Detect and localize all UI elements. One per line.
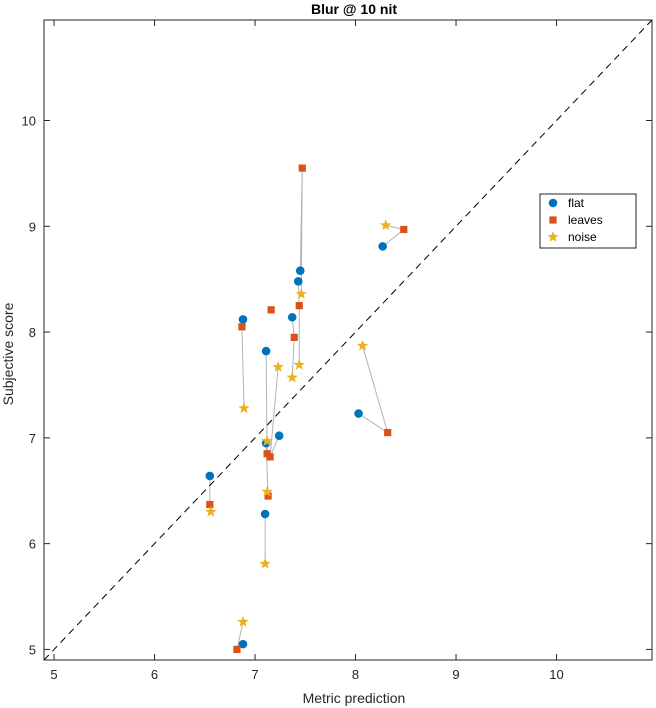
y-tick-label: 5 <box>29 642 36 657</box>
point-noise <box>356 339 369 351</box>
point-leaves <box>233 645 241 654</box>
legend-symbol-leaves <box>549 216 557 224</box>
point-flat <box>378 242 387 251</box>
point-noise <box>293 358 305 370</box>
point-flat <box>261 346 271 356</box>
y-tick-label: 6 <box>29 537 36 552</box>
point-flat <box>295 266 305 276</box>
data-points <box>205 164 408 654</box>
point-flat <box>274 431 284 441</box>
point-noise <box>379 219 392 231</box>
point-flat <box>293 276 303 286</box>
legend-symbol-noise <box>547 231 559 242</box>
point-noise <box>238 402 250 414</box>
point-flat <box>354 409 363 418</box>
point-leaves <box>267 306 275 314</box>
point-leaves <box>238 323 246 331</box>
point-leaves <box>400 225 408 234</box>
x-axis-label: Metric prediction <box>303 690 406 706</box>
legend-label-noise: noise <box>568 230 597 244</box>
x-tick-label: 9 <box>452 667 459 682</box>
point-noise <box>261 435 273 446</box>
point-noise <box>286 371 298 383</box>
point-noise <box>272 360 284 372</box>
connector-line <box>358 345 389 434</box>
point-leaves <box>290 333 298 341</box>
point-flat <box>238 639 248 649</box>
point-leaves <box>295 302 303 310</box>
chart-title: Blur @ 10 nit <box>311 1 397 17</box>
y-tick-label: 7 <box>29 431 36 446</box>
point-leaves <box>206 500 214 509</box>
legend-marker-flat <box>548 198 558 208</box>
axis-ticks: 5 6 7 8 9 10 5 6 7 8 9 10 <box>22 20 652 682</box>
point-flat <box>260 509 270 519</box>
point-flat <box>238 315 248 324</box>
legend-label-flat: flat <box>568 196 585 210</box>
point-noise <box>259 557 271 569</box>
identity-diagonal-line <box>43 19 653 661</box>
point-noise <box>237 615 249 627</box>
point-noise <box>205 505 217 517</box>
y-tick-label: 10 <box>22 113 36 128</box>
plot-area-frame <box>43 19 653 661</box>
connector-line <box>299 168 303 294</box>
y-axis-label: Subjective score <box>0 302 16 405</box>
legend-label-leaves: leaves <box>568 213 603 227</box>
legend-marker-leaves <box>549 216 557 224</box>
connector-line <box>291 317 295 378</box>
point-leaves <box>298 164 306 172</box>
legend-entry-leaves: leaves <box>549 213 603 227</box>
x-tick-label: 6 <box>151 667 158 682</box>
legend: flat leaves noise <box>539 193 637 249</box>
point-leaves <box>266 453 274 461</box>
x-tick-label: 8 <box>352 667 359 682</box>
y-tick-label: 8 <box>29 325 36 340</box>
point-flat <box>287 312 297 322</box>
legend-symbol-flat <box>548 198 558 208</box>
point-noise <box>261 485 273 497</box>
legend-entry-noise: noise <box>547 230 597 244</box>
legend-entry-flat: flat <box>548 196 585 210</box>
point-flat <box>205 471 215 481</box>
connector-lines <box>209 168 405 651</box>
point-leaves <box>264 492 272 500</box>
connector-line <box>241 319 245 409</box>
connector-line <box>269 366 280 458</box>
point-noise <box>295 287 307 299</box>
point-leaves <box>384 428 392 437</box>
x-tick-label: 7 <box>251 667 258 682</box>
legend-marker-noise <box>547 231 559 242</box>
y-tick-label: 9 <box>29 219 36 234</box>
x-tick-label: 10 <box>549 667 563 682</box>
x-tick-label: 5 <box>50 667 57 682</box>
